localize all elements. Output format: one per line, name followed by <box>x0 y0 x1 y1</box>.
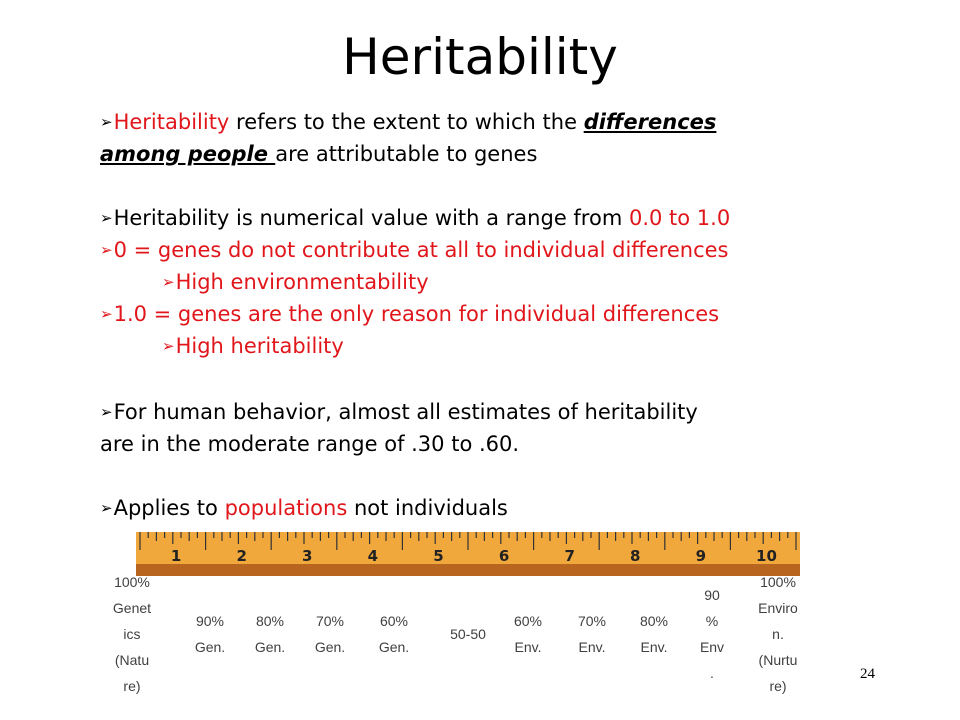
arrow-bullet-icon: ➢ <box>100 403 113 421</box>
arrow-bullet-icon: ➢ <box>100 241 113 259</box>
bullet-4-sub: ➢High heritability <box>162 334 344 358</box>
scale-label-line: 60% <box>379 613 408 629</box>
scale-label: 100% Genet ics (Natu re) <box>108 574 156 694</box>
scale-label-line: . <box>710 665 714 681</box>
scale-label-line: % <box>705 613 719 629</box>
scale-label: 60% Env. <box>504 574 552 694</box>
scale-label: 50-50 <box>438 574 498 694</box>
bullet-3-sub: ➢High environmentability <box>162 270 429 294</box>
scale-label-line: Env. <box>640 639 668 655</box>
slide-title: Heritability <box>342 28 618 86</box>
page-number: 24 <box>860 666 875 682</box>
scale-label-line: Env. <box>514 639 542 655</box>
scale-label: 60% Gen. <box>370 574 418 694</box>
scale-label-line: Gen. <box>314 639 346 655</box>
arrow-bullet-icon: ➢ <box>162 337 175 355</box>
scale-label-line: Gen. <box>378 639 410 655</box>
scale-label-line: 90% <box>195 613 224 629</box>
ruler-number: 2 <box>236 547 246 565</box>
scale-label-line: 70% <box>577 613 607 629</box>
ruler-number: 4 <box>368 547 378 565</box>
bullet-4: ➢1.0 = genes are the only reason for ind… <box>100 302 720 326</box>
ruler-number: 1 <box>171 547 181 565</box>
ruler-number: 8 <box>630 547 640 565</box>
scale-label-line: 100% <box>760 574 796 590</box>
arrow-bullet-icon: ➢ <box>100 113 113 131</box>
ruler-bar <box>136 564 800 576</box>
scale-label-line: Gen. <box>194 639 226 655</box>
scale-label-line: re) <box>769 678 787 694</box>
scale-label: 90% Env. <box>698 574 726 694</box>
scale-label-line: (Natu <box>114 652 150 668</box>
scale-label-line: 50-50 <box>450 626 486 642</box>
scale-label-line: Env. <box>578 639 606 655</box>
bullet-3: ➢0 = genes do not contribute at all to i… <box>100 238 729 262</box>
ruler-number: 5 <box>433 547 443 565</box>
arrow-bullet-icon: ➢ <box>100 209 113 227</box>
scale-label: 100% Enviro n. (Nurtu re) <box>748 574 808 694</box>
scale-label-line: re) <box>123 678 141 694</box>
ruler-number: 9 <box>696 547 706 565</box>
arrow-bullet-icon: ➢ <box>100 499 113 517</box>
ruler-number: 7 <box>564 547 574 565</box>
scale-label-line: Genet <box>112 600 152 616</box>
scale-label-line: 80% <box>639 613 669 629</box>
scale-label: 90% Gen. <box>186 574 234 694</box>
scale-label: 70% Env. <box>568 574 616 694</box>
scale-label-line: 60% <box>513 613 543 629</box>
bullet-1: ➢Heritability refers to the extent to wh… <box>100 110 717 134</box>
bullet-5-cont: are in the moderate range of .30 to .60. <box>100 432 520 456</box>
scale-label-line: n. <box>772 626 784 642</box>
arrow-bullet-icon: ➢ <box>162 273 175 291</box>
ruler-number: 6 <box>499 547 509 565</box>
bullet-1-cont: among people are attributable to genes <box>100 142 538 166</box>
scale-label-line: (Nurtu <box>758 652 798 668</box>
scale-label: 70% Gen. <box>306 574 354 694</box>
scale-label-line: 80% <box>255 613 284 629</box>
ruler-number: 10 <box>756 547 777 565</box>
scale-label-line: Env <box>699 639 725 655</box>
heritability-scale: 100% Genet ics (Natu re) 90% Gen. 80% Gen. 70% Gen… <box>108 574 828 694</box>
arrow-bullet-icon: ➢ <box>100 305 113 323</box>
bullet-6: ➢Applies to populations not individuals <box>100 496 508 520</box>
scale-label: 80% Gen. <box>246 574 294 694</box>
scale-label-line: ics <box>123 626 141 642</box>
scale-label-line: Enviro <box>758 600 798 616</box>
ruler-image: 1 2 3 4 5 6 7 8 9 10 <box>136 532 800 576</box>
scale-label-line: 70% <box>315 613 344 629</box>
bullet-2: ➢Heritability is numerical value with a … <box>100 206 731 230</box>
bullet-5: ➢For human behavior, almost all estimate… <box>100 400 698 424</box>
scale-label-line: 90 <box>704 587 720 603</box>
scale-label-line: Gen. <box>254 639 286 655</box>
scale-label-line: 100% <box>114 574 150 590</box>
ruler-number: 3 <box>302 547 312 565</box>
scale-label: 80% Env. <box>630 574 678 694</box>
